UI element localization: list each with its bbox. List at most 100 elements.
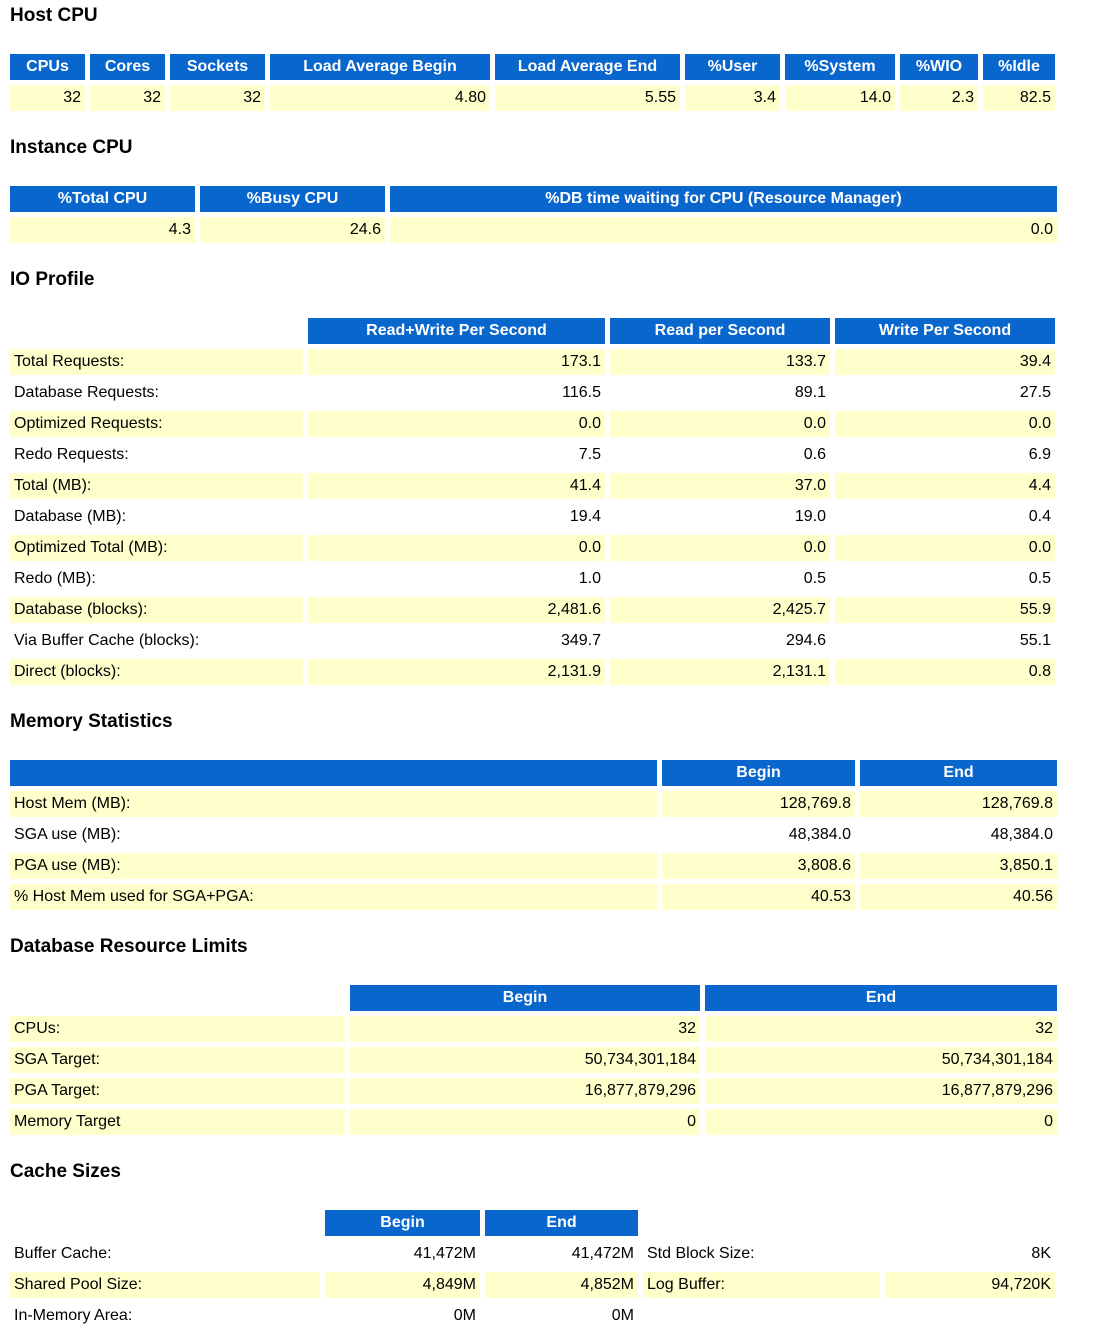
host-cpu-table: CPUs Cores Sockets Load Average Begin Lo… bbox=[5, 49, 1060, 116]
blank-header-cell bbox=[885, 1210, 1055, 1236]
section-title-host-cpu: Host CPU bbox=[10, 5, 98, 26]
table-row: In-Memory Area: 0M 0M bbox=[10, 1303, 1055, 1329]
table-row: PGA Target: 16,877,879,296 16,877,879,29… bbox=[10, 1078, 1057, 1104]
column-header-end: End bbox=[705, 985, 1057, 1011]
column-header-begin: Begin bbox=[325, 1210, 480, 1236]
row-label: % Host Mem used for SGA+PGA: bbox=[10, 884, 657, 910]
table-row: Via Buffer Cache (blocks): 349.7 294.6 5… bbox=[10, 628, 1055, 654]
value-cell: 116.5 bbox=[308, 380, 605, 406]
value-cell: 32 bbox=[705, 1016, 1057, 1042]
column-header-load-avg-begin: Load Average Begin bbox=[270, 54, 490, 80]
value-cell: 3,850.1 bbox=[860, 853, 1057, 879]
column-header-pct-total-cpu: %Total CPU bbox=[10, 186, 195, 212]
row-label: Optimized Requests: bbox=[10, 411, 303, 437]
column-header-end: End bbox=[860, 760, 1057, 786]
row-label: In-Memory Area: bbox=[10, 1303, 320, 1329]
value-cell: 89.1 bbox=[610, 380, 830, 406]
value-cell: 16,877,879,296 bbox=[350, 1078, 700, 1104]
value-cell: 32 bbox=[10, 85, 85, 111]
value-cell: 7.5 bbox=[308, 442, 605, 468]
table-row: Database (blocks): 2,481.6 2,425.7 55.9 bbox=[10, 597, 1055, 623]
column-header-cores: Cores bbox=[90, 54, 165, 80]
table-row: PGA use (MB): 3,808.6 3,850.1 bbox=[10, 853, 1057, 879]
value-cell: 0.5 bbox=[835, 566, 1055, 592]
section-title-io-profile: IO Profile bbox=[10, 269, 95, 290]
value-cell: 2.3 bbox=[900, 85, 978, 111]
value-cell: 2,481.6 bbox=[308, 597, 605, 623]
cache-sizes-header-row: Begin End bbox=[10, 1210, 1055, 1236]
instance-cpu-header-row: %Total CPU %Busy CPU %DB time waiting fo… bbox=[10, 186, 1057, 212]
value-cell bbox=[885, 1303, 1055, 1329]
table-row: Redo (MB): 1.0 0.5 0.5 bbox=[10, 566, 1055, 592]
value-cell: 0.0 bbox=[610, 535, 830, 561]
table-row: % Host Mem used for SGA+PGA: 40.53 40.56 bbox=[10, 884, 1057, 910]
blank-header-cell bbox=[10, 318, 303, 344]
row-label: Memory Target bbox=[10, 1109, 345, 1135]
table-row: SGA Target: 50,734,301,184 50,734,301,18… bbox=[10, 1047, 1057, 1073]
column-header-write-per-second: Write Per Second bbox=[835, 318, 1055, 344]
value-cell: 0.0 bbox=[835, 535, 1055, 561]
row-label: Database Requests: bbox=[10, 380, 303, 406]
value-cell: 4.4 bbox=[835, 473, 1055, 499]
value-cell: 41,472M bbox=[485, 1241, 638, 1267]
table-row: Direct (blocks): 2,131.9 2,131.1 0.8 bbox=[10, 659, 1055, 685]
value-cell: 2,425.7 bbox=[610, 597, 830, 623]
row-label: Host Mem (MB): bbox=[10, 791, 657, 817]
row-label: Shared Pool Size: bbox=[10, 1272, 320, 1298]
table-row: SGA use (MB): 48,384.0 48,384.0 bbox=[10, 822, 1057, 848]
column-header-sockets: Sockets bbox=[170, 54, 265, 80]
value-cell: 40.56 bbox=[860, 884, 1057, 910]
value-cell: 349.7 bbox=[308, 628, 605, 654]
value-cell: 3,808.6 bbox=[662, 853, 855, 879]
value-cell: 39.4 bbox=[835, 349, 1055, 375]
value-cell: 27.5 bbox=[835, 380, 1055, 406]
value-cell: 133.7 bbox=[610, 349, 830, 375]
table-row: Memory Target 0 0 bbox=[10, 1109, 1057, 1135]
row-label: Redo (MB): bbox=[10, 566, 303, 592]
value-cell: 37.0 bbox=[610, 473, 830, 499]
value-cell: 0.5 bbox=[610, 566, 830, 592]
db-resource-limits-header-row: Begin End bbox=[10, 985, 1057, 1011]
section-title-cache-sizes: Cache Sizes bbox=[10, 1161, 121, 1182]
section-title-db-resource-limits: Database Resource Limits bbox=[10, 936, 248, 957]
value-cell: 3.4 bbox=[685, 85, 780, 111]
value-cell: 0M bbox=[325, 1303, 480, 1329]
column-header-pct-wio: %WIO bbox=[900, 54, 978, 80]
value-cell: 0.4 bbox=[835, 504, 1055, 530]
column-header-load-avg-end: Load Average End bbox=[495, 54, 680, 80]
column-header-db-time-waiting: %DB time waiting for CPU (Resource Manag… bbox=[390, 186, 1057, 212]
io-profile-header-row: Read+Write Per Second Read per Second Wr… bbox=[10, 318, 1055, 344]
value-cell: 19.0 bbox=[610, 504, 830, 530]
value-cell: 5.55 bbox=[495, 85, 680, 111]
value-cell: 55.9 bbox=[835, 597, 1055, 623]
io-profile-table: Read+Write Per Second Read per Second Wr… bbox=[5, 313, 1060, 690]
value-cell: 0.0 bbox=[308, 411, 605, 437]
row-label bbox=[643, 1303, 880, 1329]
memory-statistics-table: Begin End Host Mem (MB): 128,769.8 128,7… bbox=[5, 755, 1062, 915]
table-row: Total (MB): 41.4 37.0 4.4 bbox=[10, 473, 1055, 499]
value-cell: 128,769.8 bbox=[662, 791, 855, 817]
value-cell: 16,877,879,296 bbox=[705, 1078, 1057, 1104]
column-header-pct-user: %User bbox=[685, 54, 780, 80]
value-cell: 4.80 bbox=[270, 85, 490, 111]
section-title-instance-cpu: Instance CPU bbox=[10, 137, 133, 158]
host-cpu-data-row: 32 32 32 4.80 5.55 3.4 14.0 2.3 82.5 bbox=[10, 85, 1055, 111]
column-header-pct-busy-cpu: %Busy CPU bbox=[200, 186, 385, 212]
value-cell: 48,384.0 bbox=[860, 822, 1057, 848]
row-label: Log Buffer: bbox=[643, 1272, 880, 1298]
row-label: Buffer Cache: bbox=[10, 1241, 320, 1267]
value-cell: 0.0 bbox=[610, 411, 830, 437]
blank-header-cell bbox=[10, 1210, 320, 1236]
value-cell: 0 bbox=[350, 1109, 700, 1135]
value-cell: 32 bbox=[90, 85, 165, 111]
value-cell: 19.4 bbox=[308, 504, 605, 530]
table-row: Database Requests: 116.5 89.1 27.5 bbox=[10, 380, 1055, 406]
value-cell: 14.0 bbox=[785, 85, 895, 111]
row-label: Database (blocks): bbox=[10, 597, 303, 623]
table-row: Database (MB): 19.4 19.0 0.4 bbox=[10, 504, 1055, 530]
value-cell: 50,734,301,184 bbox=[350, 1047, 700, 1073]
value-cell: 50,734,301,184 bbox=[705, 1047, 1057, 1073]
column-header-cpus: CPUs bbox=[10, 54, 85, 80]
memory-statistics-header-row: Begin End bbox=[10, 760, 1057, 786]
